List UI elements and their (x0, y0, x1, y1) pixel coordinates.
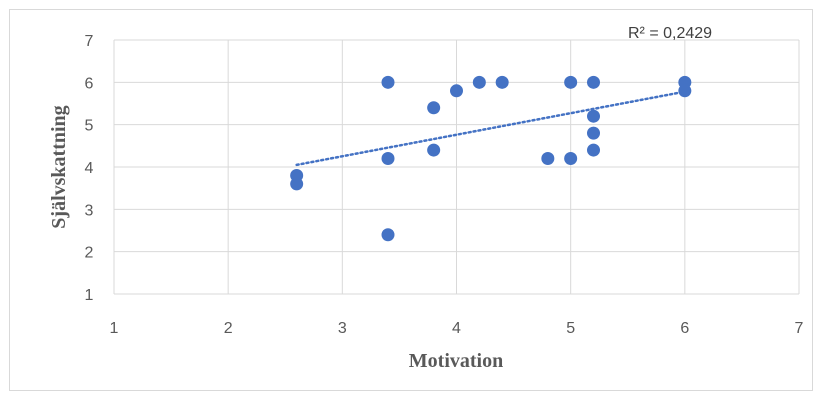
x-tick-label: 5 (566, 320, 575, 337)
data-point (564, 152, 578, 166)
trendline-group (295, 90, 687, 167)
y-tick-label: 6 (85, 75, 94, 92)
data-point (381, 75, 395, 89)
data-point (678, 84, 692, 98)
tick-labels: 1 2 3 4 5 6 7 1 2 3 4 5 6 7 (85, 33, 804, 337)
data-points (290, 75, 692, 242)
x-tick-label: 1 (110, 320, 119, 337)
data-point (381, 228, 395, 242)
y-tick-label: 1 (85, 287, 94, 304)
trendline (295, 90, 687, 167)
gridlines (113, 39, 800, 295)
x-tick-label: 7 (795, 320, 804, 337)
data-point (541, 152, 555, 166)
chart-frame (9, 9, 813, 391)
data-point (427, 143, 441, 157)
x-tick-label: 2 (224, 320, 233, 337)
data-point (587, 143, 600, 157)
y-tick-label: 4 (85, 160, 94, 177)
data-point (290, 177, 304, 191)
y-tick-label: 5 (85, 118, 94, 135)
data-point (495, 75, 509, 89)
x-tick-label: 6 (680, 320, 689, 337)
data-point (381, 152, 395, 166)
x-tick-label: 4 (452, 320, 461, 337)
x-axis-title: Motivation (409, 350, 503, 372)
r2-label: R² = 0,2429 (628, 25, 712, 42)
y-axis-title: Självskattning (48, 105, 70, 228)
data-point (450, 84, 463, 98)
data-point (587, 75, 600, 89)
y-tick-label: 7 (85, 33, 94, 50)
x-tick-label: 3 (338, 320, 347, 337)
data-point (587, 109, 600, 123)
data-point (472, 75, 486, 89)
data-point (427, 101, 441, 115)
data-point (564, 75, 578, 89)
y-tick-label: 2 (85, 245, 94, 262)
y-tick-label: 3 (85, 202, 94, 219)
data-point (587, 126, 600, 140)
